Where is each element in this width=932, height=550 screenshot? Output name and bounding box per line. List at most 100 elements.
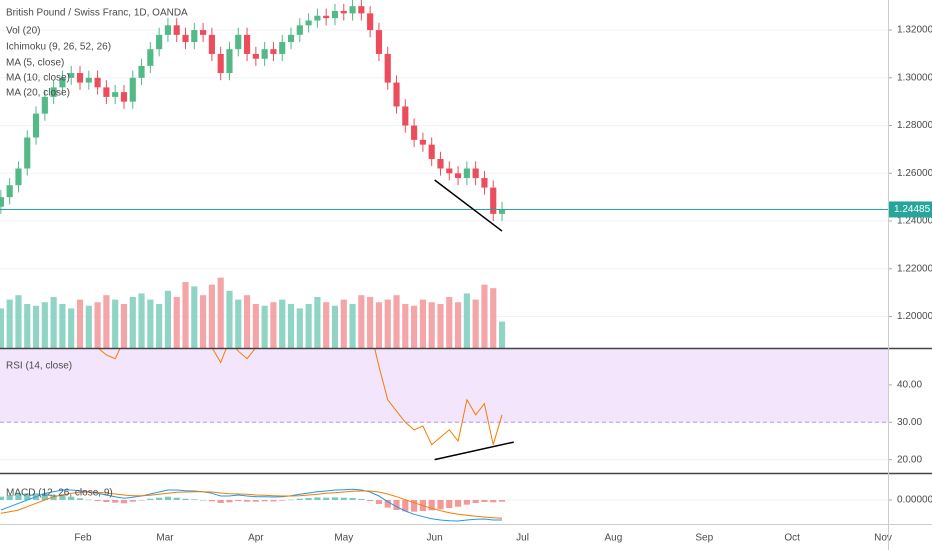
- volume-bar: [208, 284, 215, 348]
- candle-body: [393, 82, 400, 107]
- x-tick-label: Apr: [248, 533, 264, 544]
- indicator-line: [0, 490, 503, 519]
- volume-bar: [349, 304, 356, 348]
- y-tick-label: 1.22000: [897, 263, 932, 274]
- legend-item: MA (10, close): [6, 73, 70, 84]
- macd-histogram-bar: [498, 500, 506, 502]
- macd-histogram-bar: [481, 500, 488, 502]
- volume-bar: [76, 299, 84, 348]
- volume-bar: [411, 305, 418, 348]
- macd-histogram-bar: [226, 500, 233, 503]
- candle-body: [191, 30, 198, 43]
- symbol-title: British Pound / Swiss Franc, 1D, OANDA: [6, 8, 188, 19]
- x-tick-label: Oct: [784, 533, 800, 544]
- volume-bar: [402, 304, 409, 348]
- volume-bar: [446, 296, 453, 348]
- volume-bar: [103, 295, 110, 348]
- volume-bar: [419, 299, 426, 348]
- y-tick-label: 1.32000: [897, 25, 932, 36]
- legend-item: MA (5, close): [6, 58, 64, 69]
- macd-title: MACD (12, 26, close, 9): [6, 488, 113, 499]
- candle-body: [358, 6, 365, 14]
- volume-bar: [437, 304, 444, 348]
- macd-histogram-bar: [314, 497, 321, 500]
- candle-body: [112, 92, 119, 97]
- candle-body: [156, 34, 163, 50]
- candle-body: [217, 53, 224, 74]
- macd-histogram-bar: [454, 500, 462, 507]
- volume-bar: [0, 308, 4, 348]
- macd-histogram-bar: [147, 498, 154, 500]
- candle-body: [349, 6, 356, 14]
- macd-histogram-bar: [0, 496, 4, 500]
- macd-histogram-bar: [349, 498, 356, 500]
- macd-histogram-bar: [182, 498, 189, 500]
- volume-bar: [6, 299, 13, 348]
- volume-bar: [200, 295, 207, 348]
- volume-bar: [323, 302, 330, 348]
- candle-body: [59, 77, 66, 88]
- candle-body: [305, 20, 312, 26]
- macd-histogram-bar: [59, 495, 66, 500]
- candle-body: [129, 77, 136, 102]
- candle-body: [270, 49, 277, 54]
- indicator-line: [0, 488, 502, 522]
- y-tick-label: 1.28000: [897, 120, 932, 131]
- candle-body: [50, 87, 57, 97]
- x-tick-label: Nov: [874, 533, 892, 544]
- volume-bar: [287, 304, 295, 348]
- macd-histogram-bar: [243, 500, 251, 502]
- legend-item: Ichimoku (9, 26, 52, 26): [6, 42, 111, 53]
- volume-bar: [243, 295, 251, 348]
- x-tick-label: Jul: [516, 533, 529, 544]
- volume-bar: [59, 304, 66, 348]
- candle-body: [164, 25, 172, 35]
- candle-body: [76, 73, 84, 83]
- x-tick-label: Aug: [604, 533, 622, 544]
- volume-bar: [138, 293, 145, 348]
- macd-histogram-bar: [446, 500, 453, 508]
- macd-histogram-bar: [252, 500, 259, 502]
- macd-histogram-bar: [15, 493, 22, 500]
- candle-body: [94, 77, 101, 88]
- candle-body: [331, 10, 339, 19]
- macd-histogram-bar: [129, 500, 136, 502]
- macd-histogram-bar: [393, 500, 400, 510]
- x-tick-label: Feb: [74, 533, 92, 544]
- candle-body: [243, 34, 251, 54]
- macd-histogram-bar: [50, 495, 57, 500]
- macd-histogram-bar: [437, 500, 444, 510]
- candle-body: [402, 106, 409, 126]
- macd-histogram-bar: [76, 498, 84, 500]
- macd-histogram-bar: [375, 500, 383, 504]
- candle-body: [287, 34, 295, 43]
- volume-bar: [296, 308, 303, 348]
- y-tick-label: 1.26000: [897, 168, 932, 179]
- x-tick-label: May: [334, 533, 353, 544]
- macd-histogram-bar: [340, 497, 347, 500]
- macd-histogram-bar: [384, 500, 391, 508]
- volume-bar: [270, 302, 277, 348]
- macd-histogram-bar: [217, 500, 224, 503]
- volume-bar: [129, 296, 136, 348]
- volume-bar: [94, 302, 101, 348]
- volume-bar: [358, 295, 365, 348]
- candle-body: [437, 158, 444, 169]
- volume-bar: [428, 302, 435, 348]
- candle-body: [41, 96, 48, 114]
- macd-histogram-bar: [103, 500, 110, 502]
- y-tick-label: 0.00000: [897, 495, 932, 506]
- macd-histogram-bar: [173, 497, 180, 500]
- macd-histogram-bar: [472, 500, 479, 503]
- candle-body: [235, 34, 242, 50]
- volume-bar: [120, 304, 128, 348]
- candle-body: [411, 125, 418, 140]
- candle-body: [314, 15, 321, 21]
- volume-bar: [261, 305, 268, 348]
- legend-item: MA (20, close): [6, 88, 70, 99]
- volume-bar: [24, 304, 31, 348]
- volume-bar: [50, 296, 57, 348]
- macd-histogram-bar: [287, 499, 295, 501]
- y-tick-label: 1.24000: [897, 216, 932, 227]
